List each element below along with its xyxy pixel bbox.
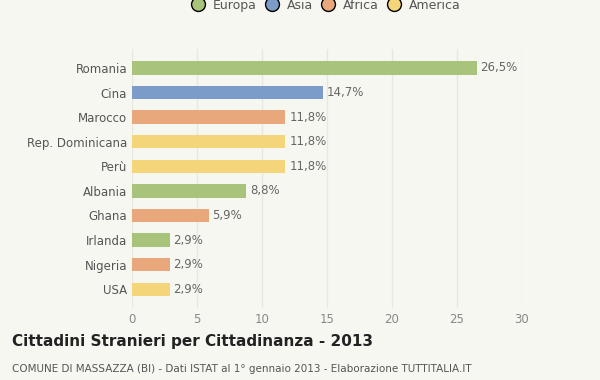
Bar: [132, 184, 247, 198]
Text: 2,9%: 2,9%: [173, 283, 203, 296]
Text: Cittadini Stranieri per Cittadinanza - 2013: Cittadini Stranieri per Cittadinanza - 2…: [12, 334, 373, 349]
Bar: [132, 209, 209, 222]
Bar: [132, 135, 286, 149]
Text: 26,5%: 26,5%: [481, 62, 518, 74]
Text: 11,8%: 11,8%: [289, 160, 326, 173]
Bar: [132, 282, 170, 296]
Bar: [132, 86, 323, 99]
Text: 11,8%: 11,8%: [289, 135, 326, 148]
Bar: [132, 258, 170, 271]
Legend: Europa, Asia, Africa, America: Europa, Asia, Africa, America: [193, 0, 461, 12]
Bar: [132, 233, 170, 247]
Text: COMUNE DI MASSAZZA (BI) - Dati ISTAT al 1° gennaio 2013 - Elaborazione TUTTITALI: COMUNE DI MASSAZZA (BI) - Dati ISTAT al …: [12, 364, 472, 374]
Bar: [132, 110, 286, 124]
Bar: [132, 160, 286, 173]
Text: 5,9%: 5,9%: [212, 209, 242, 222]
Text: 2,9%: 2,9%: [173, 234, 203, 247]
Bar: [132, 61, 476, 75]
Text: 2,9%: 2,9%: [173, 258, 203, 271]
Text: 8,8%: 8,8%: [250, 184, 280, 197]
Text: 11,8%: 11,8%: [289, 111, 326, 124]
Text: 14,7%: 14,7%: [327, 86, 364, 99]
